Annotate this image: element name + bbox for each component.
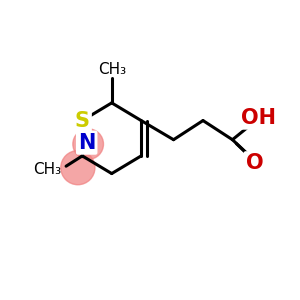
Text: CH₃: CH₃ [34, 162, 62, 177]
Circle shape [61, 151, 95, 185]
Circle shape [73, 129, 103, 159]
Text: N: N [78, 133, 95, 153]
Text: CH₃: CH₃ [98, 61, 126, 76]
Text: O: O [246, 153, 263, 173]
Text: OH: OH [242, 108, 276, 127]
Text: S: S [75, 111, 90, 130]
